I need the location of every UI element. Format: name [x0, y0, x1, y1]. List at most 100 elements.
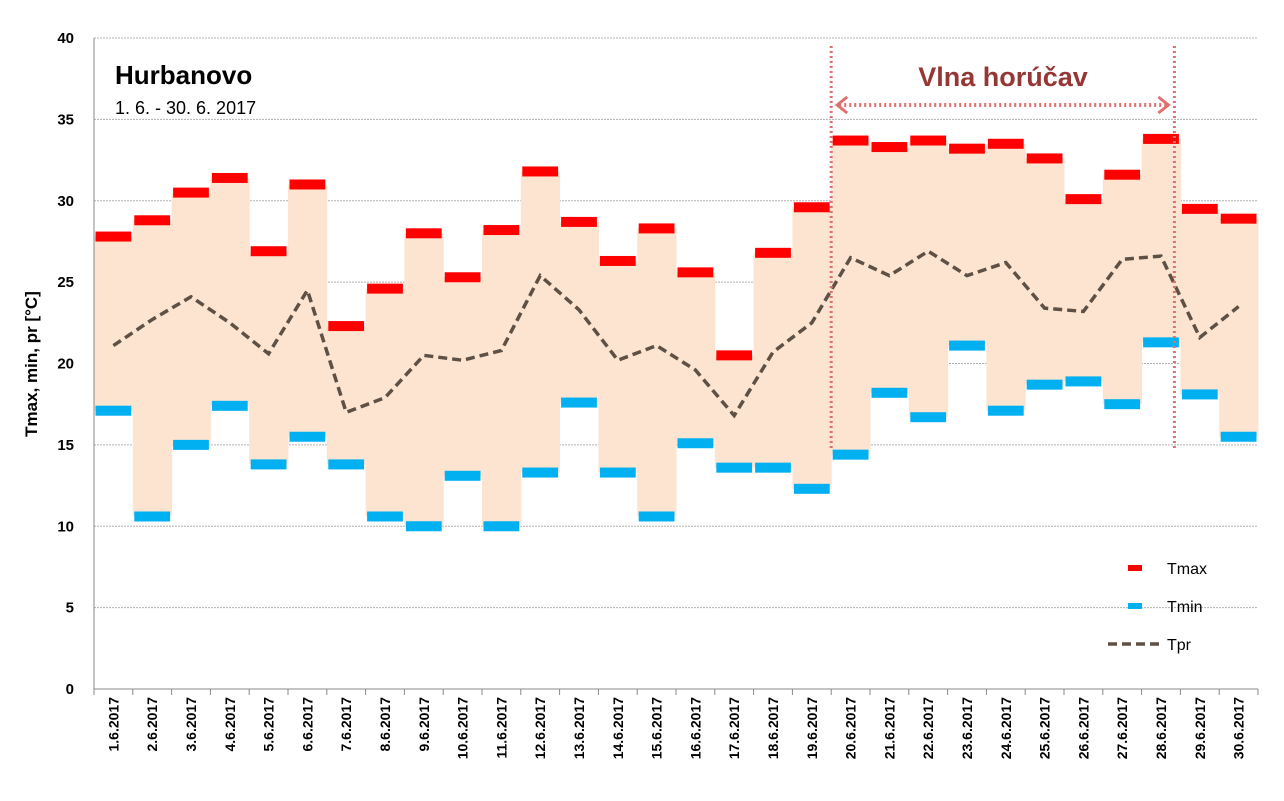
- x-tick-label: 4.6.2017: [222, 697, 238, 752]
- range-fill-segment: [171, 192, 211, 445]
- tmax-marker: [95, 231, 132, 242]
- legend-swatch-tmax: [1128, 565, 1142, 571]
- range-fill-segment: [676, 272, 716, 444]
- tmax-marker: [444, 272, 481, 283]
- tmin-marker: [987, 405, 1024, 416]
- tmin-marker: [677, 438, 714, 449]
- tmax-marker: [367, 283, 403, 294]
- x-tick-label: 19.6.2017: [804, 697, 820, 759]
- tmax-marker: [405, 228, 442, 239]
- x-tick-label: 23.6.2017: [959, 697, 975, 759]
- tmax-marker: [134, 215, 171, 226]
- range-fill-segment: [831, 140, 871, 455]
- range-fill-segment: [482, 230, 522, 527]
- tmin-marker: [716, 462, 753, 473]
- tmin-marker: [638, 511, 675, 522]
- x-tick-label: 3.6.2017: [183, 697, 199, 752]
- x-tick-label: 22.6.2017: [920, 697, 936, 759]
- tmin-marker: [522, 467, 559, 478]
- tmin-marker: [1104, 399, 1141, 410]
- range-fill-segment: [792, 207, 832, 489]
- tmax-marker: [561, 216, 597, 227]
- legend-label: Tpr: [1167, 637, 1192, 654]
- x-tick-label: 26.6.2017: [1075, 697, 1091, 759]
- y-tick-label: 25: [57, 274, 74, 291]
- tmax-marker: [1220, 213, 1257, 224]
- x-tick-label: 12.6.2017: [532, 697, 548, 759]
- tmax-marker: [1181, 203, 1218, 214]
- y-tick-label: 35: [57, 111, 74, 128]
- x-tick-label: 27.6.2017: [1114, 697, 1130, 759]
- x-tick-label: 5.6.2017: [261, 697, 277, 752]
- tmin-marker: [832, 449, 869, 460]
- range-fill-segment: [1102, 174, 1143, 405]
- tmin-marker: [483, 521, 520, 532]
- legend-label: Tmin: [1167, 599, 1203, 616]
- y-tick-label: 10: [57, 518, 74, 535]
- range-fill-segment: [908, 140, 949, 418]
- tmin-marker: [1143, 337, 1179, 348]
- y-axis-label: Tmax, min, pr [°C]: [22, 291, 41, 437]
- tmax-marker: [638, 223, 675, 234]
- arrow-right-icon: [1157, 95, 1171, 115]
- range-fill-segment: [598, 260, 638, 473]
- range-fill-segment: [326, 326, 367, 465]
- range-fill-segment: [753, 252, 793, 468]
- x-tick-label: 9.6.2017: [416, 697, 432, 752]
- tmax-marker: [910, 135, 947, 146]
- tmin-marker: [173, 439, 209, 450]
- x-tick-label: 13.6.2017: [571, 697, 587, 759]
- tmax-marker: [211, 172, 248, 183]
- x-tick-label: 8.6.2017: [377, 697, 393, 752]
- legend-label: Tmax: [1167, 561, 1207, 578]
- legend-swatch-tmin: [1128, 603, 1142, 609]
- chart-title: Hurbanovo: [115, 60, 252, 90]
- x-tick-label: 2.6.2017: [144, 697, 160, 752]
- minmax-bars: [95, 133, 1257, 532]
- x-tick-label: 1.6.2017: [105, 697, 121, 752]
- tmin-marker: [250, 459, 287, 470]
- tpr-series-line: [112, 249, 1240, 419]
- range-fill-segment: [947, 148, 987, 346]
- x-tick-label: 10.6.2017: [455, 697, 471, 759]
- range-fill-segment: [210, 177, 250, 406]
- x-tick-label: 7.6.2017: [338, 697, 354, 752]
- range-fill-segment: [404, 233, 444, 527]
- x-tick-label: 24.6.2017: [998, 697, 1014, 759]
- tmin-marker: [1181, 389, 1218, 400]
- tmin-marker: [561, 397, 597, 408]
- tmax-marker: [483, 225, 520, 236]
- y-tick-label: 15: [57, 437, 74, 454]
- tmax-marker: [173, 187, 209, 198]
- y-tick-label: 20: [57, 356, 74, 373]
- tmin-marker: [328, 459, 365, 470]
- tmax-marker: [1143, 133, 1179, 144]
- range-fill-segment: [714, 355, 755, 468]
- tmax-marker: [250, 246, 287, 257]
- tmax-marker: [328, 321, 365, 332]
- tpr-line: [112, 249, 1240, 419]
- range-fill-segment: [1180, 208, 1220, 395]
- x-tick-label: 15.6.2017: [649, 697, 665, 759]
- range-fill-segment: [132, 220, 173, 517]
- x-tick-label: 28.6.2017: [1153, 697, 1169, 759]
- tmax-marker: [1065, 194, 1102, 205]
- tmax-marker: [987, 138, 1024, 149]
- tmin-marker: [599, 467, 636, 478]
- tmin-marker: [871, 387, 908, 398]
- x-tick-label: 17.6.2017: [726, 697, 742, 759]
- x-tick-label: 30.6.2017: [1231, 697, 1247, 759]
- x-tick-label: 29.6.2017: [1192, 697, 1208, 759]
- x-tick-label: 6.6.2017: [299, 697, 315, 752]
- tmin-marker: [134, 511, 171, 522]
- tmax-marker: [289, 179, 326, 190]
- x-tick-label: 14.6.2017: [610, 697, 626, 759]
- x-tick-label: 25.6.2017: [1037, 697, 1053, 759]
- tmax-marker: [599, 255, 636, 266]
- heatwave-annotation: [829, 46, 1176, 450]
- range-fill-segment: [249, 251, 289, 465]
- axes: 0 5 10 15 20 25 30 35 40 1.6.2017 2.6.2017 3.6.2017…: [57, 30, 1259, 759]
- tmax-marker: [677, 267, 714, 278]
- tmin-marker: [1026, 379, 1063, 390]
